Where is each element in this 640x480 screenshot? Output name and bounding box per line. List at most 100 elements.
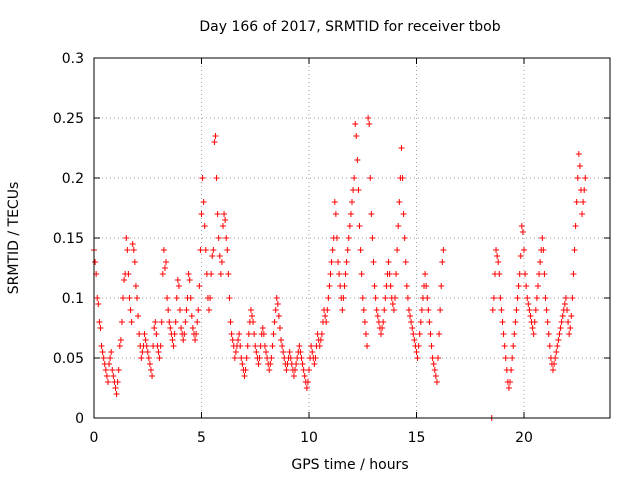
- data-point: [405, 307, 412, 313]
- data-point: [556, 331, 563, 337]
- data-point: [212, 133, 219, 139]
- data-point: [206, 307, 213, 313]
- data-point: [172, 319, 179, 325]
- data-point: [534, 283, 541, 289]
- data-point: [198, 211, 205, 217]
- data-point: [166, 319, 173, 325]
- data-point: [381, 307, 388, 313]
- data-point: [300, 367, 307, 373]
- data-point: [435, 355, 441, 361]
- data-point: [373, 307, 380, 313]
- data-point: [222, 217, 229, 223]
- data-point: [418, 307, 425, 313]
- data-point: [432, 373, 439, 379]
- data-point: [573, 199, 580, 205]
- data-point: [251, 331, 258, 337]
- data-point: [517, 253, 524, 259]
- data-point: [195, 307, 202, 313]
- data-point: [139, 349, 146, 355]
- data-point: [299, 361, 306, 367]
- axis-ticks: [93, 57, 610, 419]
- data-point: [153, 331, 160, 337]
- data-point: [155, 349, 162, 355]
- data-point: [159, 271, 166, 277]
- data-point: [350, 187, 357, 193]
- data-point: [536, 271, 543, 277]
- data-point: [370, 259, 377, 265]
- data-point: [296, 343, 303, 349]
- data-point: [531, 319, 538, 325]
- data-point: [227, 319, 234, 325]
- data-point: [525, 301, 532, 307]
- data-point: [280, 349, 287, 355]
- data-point: [340, 295, 347, 301]
- data-point: [275, 313, 282, 319]
- data-point: [415, 343, 422, 349]
- data-point: [131, 259, 138, 265]
- data-point: [414, 355, 421, 361]
- data-point: [118, 319, 125, 325]
- data-point: [431, 367, 438, 373]
- data-point: [116, 343, 123, 349]
- data-point: [196, 283, 203, 289]
- data-point: [386, 271, 393, 277]
- data-point: [128, 319, 135, 325]
- data-point: [147, 367, 154, 373]
- data-point: [513, 307, 520, 313]
- data-point: [211, 139, 218, 145]
- data-point: [401, 235, 408, 241]
- x-tick-label: 10: [300, 430, 318, 446]
- data-point: [318, 331, 325, 337]
- data-point: [175, 283, 182, 289]
- data-point: [527, 313, 534, 319]
- data-point: [400, 211, 407, 217]
- data-point: [103, 373, 110, 379]
- data-point: [496, 271, 503, 277]
- data-point: [178, 325, 185, 331]
- data-point: [98, 343, 105, 349]
- data-point: [580, 199, 587, 205]
- data-point: [408, 319, 415, 325]
- data-point: [422, 271, 429, 277]
- data-point: [102, 367, 109, 373]
- data-point: [202, 247, 209, 253]
- data-point: [266, 367, 273, 373]
- data-point: [424, 295, 431, 301]
- data-point: [541, 271, 548, 277]
- data-point: [156, 355, 163, 361]
- data-point: [200, 199, 207, 205]
- data-point: [410, 331, 417, 337]
- data-point: [135, 313, 142, 319]
- data-point: [371, 283, 378, 289]
- data-point: [521, 247, 527, 253]
- chart-title: Day 166 of 2017, SRMTID for receiver tbo…: [199, 19, 500, 35]
- data-point: [407, 313, 414, 319]
- data-point: [316, 343, 323, 349]
- data-point: [490, 295, 497, 301]
- data-point: [356, 223, 363, 229]
- data-point: [278, 337, 285, 343]
- data-point: [104, 379, 111, 385]
- data-point: [409, 325, 416, 331]
- data-point: [112, 385, 119, 391]
- data-point: [342, 271, 349, 277]
- data-point: [143, 343, 150, 349]
- data-point: [215, 235, 222, 241]
- data-point: [213, 175, 220, 181]
- data-point: [378, 331, 385, 337]
- data-point: [500, 331, 507, 337]
- data-point: [225, 271, 232, 277]
- data-point: [526, 307, 533, 313]
- data-point: [566, 331, 573, 337]
- data-point: [437, 307, 444, 313]
- data-point: [550, 367, 557, 373]
- data-point: [323, 319, 330, 325]
- data-point: [274, 301, 281, 307]
- data-point: [308, 343, 315, 349]
- data-point: [193, 331, 200, 337]
- data-point: [149, 373, 156, 379]
- data-point: [120, 295, 127, 301]
- data-point: [141, 331, 148, 337]
- data-point: [110, 373, 117, 379]
- data-point: [576, 163, 583, 169]
